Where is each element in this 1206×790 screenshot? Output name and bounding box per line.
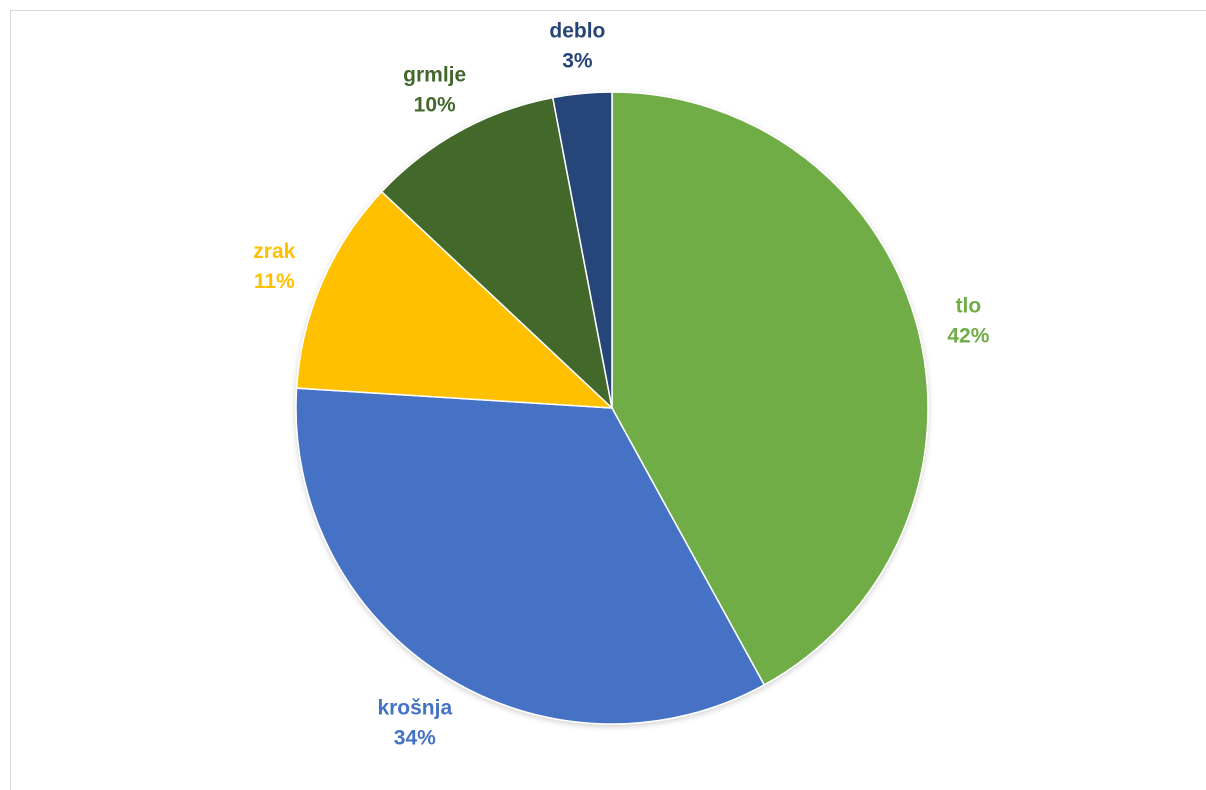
- pie-slice-grmlje: [380, 96, 614, 411]
- data-label-category-zrak: zrak: [253, 240, 295, 263]
- data-label-percent-krosnja: 34%: [394, 727, 436, 750]
- pie-data-labels: tlo 42% krošnja 34% zrak 11% grmlje 10% deblo 3%: [253, 20, 989, 750]
- pie-slice-tlo: [611, 91, 929, 686]
- data-label-percent-deblo: 3%: [562, 50, 593, 73]
- data-label-category-tlo: tlo: [956, 295, 982, 318]
- pie-slices: [295, 91, 929, 725]
- pie-slice-krosnja: [295, 387, 766, 725]
- data-label-category-deblo: deblo: [549, 20, 605, 43]
- data-label-percent-grmlje: 10%: [414, 94, 456, 117]
- pie-slice-deblo: [551, 91, 613, 409]
- pie-slice-zrak: [295, 190, 615, 409]
- data-label-category-krosnja: krošnja: [377, 697, 452, 720]
- data-label-percent-zrak: 11%: [254, 270, 295, 293]
- data-label-category-grmlje: grmlje: [403, 64, 466, 87]
- data-label-percent-tlo: 42%: [947, 325, 989, 348]
